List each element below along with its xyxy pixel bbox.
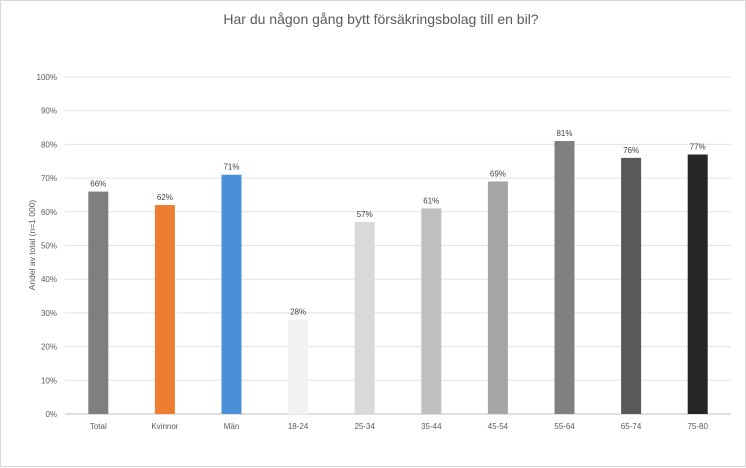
y-tick-label: 10%	[41, 376, 57, 385]
category-label: Män	[224, 422, 240, 431]
y-tick-label: 100%	[37, 73, 57, 82]
category-label: Kvinnor	[151, 422, 178, 431]
y-tick-label: 90%	[41, 107, 57, 116]
category-label: Total	[90, 422, 107, 431]
category-label: 25-34	[354, 422, 375, 431]
category-label: 45-54	[488, 422, 509, 431]
y-tick-label: 60%	[41, 208, 57, 217]
bars	[88, 141, 708, 414]
gridlines	[65, 76, 731, 415]
data-label: 66%	[90, 180, 106, 189]
bar	[354, 221, 375, 414]
y-tick-label: 0%	[45, 410, 57, 419]
data-label: 76%	[623, 146, 639, 155]
bar	[154, 205, 175, 414]
y-axis-title: Andel av total (n=1 000)	[27, 200, 37, 291]
y-tick-label: 40%	[41, 275, 57, 284]
category-label: 18-24	[288, 422, 309, 431]
data-label: 81%	[556, 129, 572, 138]
bar	[487, 181, 508, 414]
bar	[221, 174, 242, 414]
y-axis-ticks: 0% 10% 20% 30% 40% 50% 60% 70% 80% 90% 100%	[37, 73, 57, 419]
y-tick-label: 30%	[41, 309, 57, 318]
bar	[88, 191, 109, 414]
category-label: 35-44	[421, 422, 442, 431]
y-tick-label: 70%	[41, 174, 57, 183]
bar	[554, 141, 575, 414]
y-tick-label: 80%	[41, 140, 57, 149]
category-label: 55-64	[554, 422, 575, 431]
data-label: 71%	[223, 163, 239, 172]
data-label: 57%	[357, 210, 373, 219]
bar	[687, 154, 708, 414]
bar	[621, 157, 642, 414]
x-axis-categories: Total Kvinnor Män 18-24 25-34 35-44 45-54 55-64…	[90, 422, 709, 431]
y-tick-label: 20%	[41, 343, 57, 352]
y-tick-label: 50%	[41, 242, 57, 251]
bar	[288, 319, 309, 414]
data-label: 69%	[490, 169, 506, 178]
category-label: 75-80	[687, 422, 708, 431]
data-label: 28%	[290, 308, 306, 317]
data-labels: 66% 62% 71% 28% 57% 61% 69% 81% 76% 77%	[90, 129, 705, 317]
bar	[421, 208, 442, 414]
data-label: 61%	[423, 196, 439, 205]
data-label: 77%	[690, 143, 706, 152]
category-label: 65-74	[621, 422, 642, 431]
data-label: 62%	[157, 193, 173, 202]
chart-title: Har du någon gång bytt försäkringsbolag …	[223, 11, 538, 27]
